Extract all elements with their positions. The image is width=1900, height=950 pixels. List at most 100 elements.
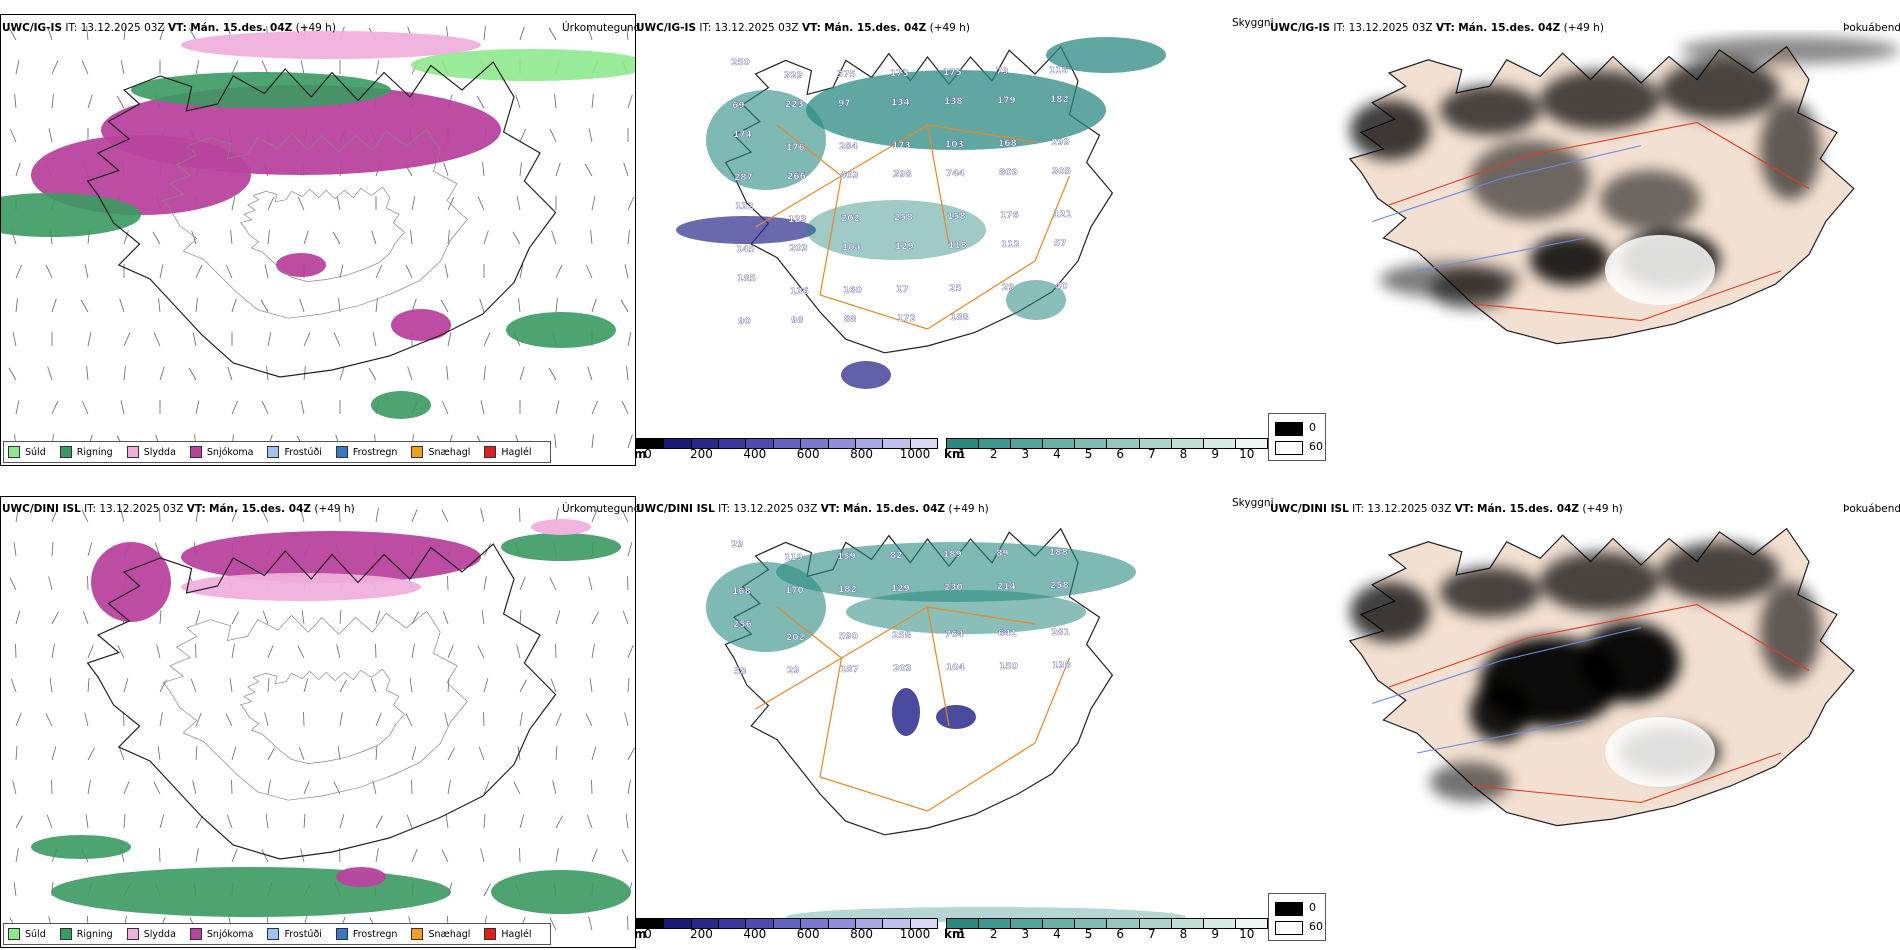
snow-area (91, 542, 171, 622)
colorbar-segment (1011, 439, 1044, 448)
fog-spot (1540, 70, 1660, 130)
road (755, 175, 842, 228)
rain-area (491, 870, 631, 914)
wind-barb (480, 848, 485, 863)
visibility-value-label: 403 (840, 171, 859, 181)
low-ceiling-area (841, 361, 891, 389)
visibility-value-label: 284 (839, 142, 858, 152)
wind-barb (15, 162, 21, 177)
route-line (1640, 752, 1782, 804)
coastline (86, 543, 557, 860)
wind-barb (411, 848, 418, 863)
wind-barb (51, 94, 54, 109)
legend-label: Súld (25, 928, 46, 940)
legend-item: Frostregn (335, 928, 397, 940)
wind-barb (51, 508, 58, 523)
wind-barb (303, 230, 309, 245)
snow-area (276, 253, 326, 277)
wind-barb (625, 814, 629, 829)
wind-barb (555, 265, 563, 279)
wind-barb (441, 849, 449, 863)
wind-barb (225, 713, 233, 727)
colorbar-segment (828, 919, 856, 928)
colorbar-segment (637, 919, 665, 928)
wind-barb (480, 400, 485, 415)
colorbar-segment (773, 439, 802, 448)
legend-item: Slydda (126, 928, 176, 940)
fog-spot (1540, 552, 1660, 612)
visibility-value-label: 160 (843, 286, 862, 296)
wind-barb (555, 162, 561, 177)
wind-barb (555, 610, 561, 625)
low-visibility-area (806, 70, 1106, 150)
legend-label: Frostregn (352, 446, 398, 458)
road (927, 606, 1036, 625)
wind-barb (195, 610, 201, 625)
wind-barb (15, 712, 22, 727)
wind-barb (477, 645, 485, 659)
wind-barb (86, 366, 89, 381)
visibility-value-label: 287 (734, 173, 753, 183)
colorbar-ceiling-ticks-row1: 0 200 400 600 800 1000 (636, 447, 936, 461)
wind-barb (375, 265, 383, 279)
wind-barb (195, 508, 199, 523)
visibility-value-label: 168 (732, 587, 751, 597)
wind-barb (519, 679, 527, 693)
wind-barb (445, 814, 449, 829)
low-visibility-area (776, 542, 1136, 602)
wind-barb (87, 94, 93, 109)
wind-barb (375, 508, 379, 523)
legend-label: Snjókoma (206, 446, 254, 458)
colorbar-tick-label: 1000 (899, 927, 931, 941)
wind-barb (159, 264, 164, 279)
road (927, 742, 1036, 812)
fog-spot (1660, 542, 1780, 602)
snow-area (391, 309, 451, 341)
legend-swatch (126, 928, 139, 940)
wind-barb (227, 366, 233, 381)
wind-barb (51, 61, 59, 75)
wind-barb (337, 746, 341, 761)
visibility-value-label: 98 (791, 316, 804, 326)
legend-swatch (59, 928, 72, 940)
route-line (1416, 719, 1586, 754)
wind-barb (15, 848, 19, 863)
legend-item: Snjókoma (189, 446, 254, 458)
wind-barb (483, 366, 486, 381)
fog-spot (1430, 762, 1510, 802)
wind-barb (15, 400, 20, 415)
wind-barb (51, 542, 54, 557)
wind-barb (195, 265, 203, 279)
wind-barb (627, 94, 633, 109)
visibility-value-label: 230 (944, 583, 963, 593)
colorbar-segment (883, 919, 911, 928)
wind-barb (118, 746, 125, 761)
road (927, 260, 1036, 330)
colorbar-segment (1171, 439, 1204, 448)
colorbar-segment (746, 439, 774, 448)
wind-barb (591, 434, 594, 449)
colorbar-ceiling-ticks-row2: 0 200 400 600 800 1000 (636, 927, 936, 941)
wind-barb (264, 712, 269, 727)
wind-barb (192, 780, 197, 795)
road (819, 776, 928, 812)
wind-barb (86, 26, 89, 41)
colorbar-segment (855, 439, 884, 448)
legend-item: Slydda (126, 446, 176, 458)
precip-label-row2: Úrkomutegund (562, 503, 641, 515)
route-line (1696, 122, 1810, 189)
visibility-value-label: 744 (946, 169, 965, 179)
route-line (1416, 237, 1586, 272)
wind-barb (80, 299, 89, 313)
wind-barb (9, 577, 17, 591)
wind-barb (477, 197, 485, 211)
wind-barb (267, 230, 270, 245)
wind-barb (519, 26, 525, 41)
wind-barb (339, 610, 342, 625)
wind-barb (627, 230, 630, 245)
route-line (1472, 785, 1642, 804)
colorbar-segment (1043, 919, 1076, 928)
wind-barb (51, 644, 55, 659)
wind-barb (8, 27, 17, 41)
wind-barb (157, 746, 161, 761)
